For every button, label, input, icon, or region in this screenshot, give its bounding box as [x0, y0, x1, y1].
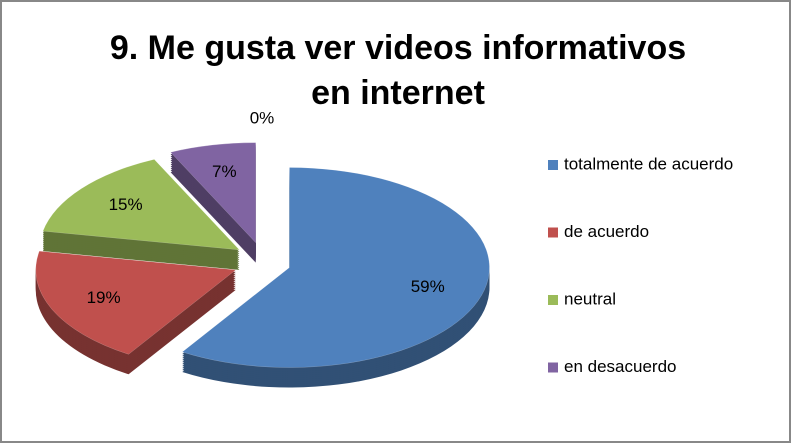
data-label: 15% [109, 195, 143, 214]
legend-label: en desacuerdo [564, 357, 676, 376]
slice [42, 159, 241, 251]
slice [35, 250, 237, 355]
legend-swatch [548, 295, 558, 305]
legend-swatch [548, 227, 558, 238]
data-label: 19% [87, 288, 121, 307]
legend-label: de acuerdo [564, 222, 649, 241]
chart-title: 9. Me gusta ver videos informativos [110, 29, 686, 67]
legend-swatch [548, 362, 558, 373]
chart-title: en internet [311, 74, 485, 112]
slice [170, 142, 257, 244]
legend-label: neutral [564, 289, 616, 308]
data-label: 7% [212, 162, 237, 181]
legend-swatch [548, 160, 558, 170]
data-label: 0% [250, 109, 275, 128]
data-label: 59% [411, 277, 445, 296]
legend-label: totalmente de acuerdo [564, 154, 733, 173]
slice [181, 167, 490, 368]
